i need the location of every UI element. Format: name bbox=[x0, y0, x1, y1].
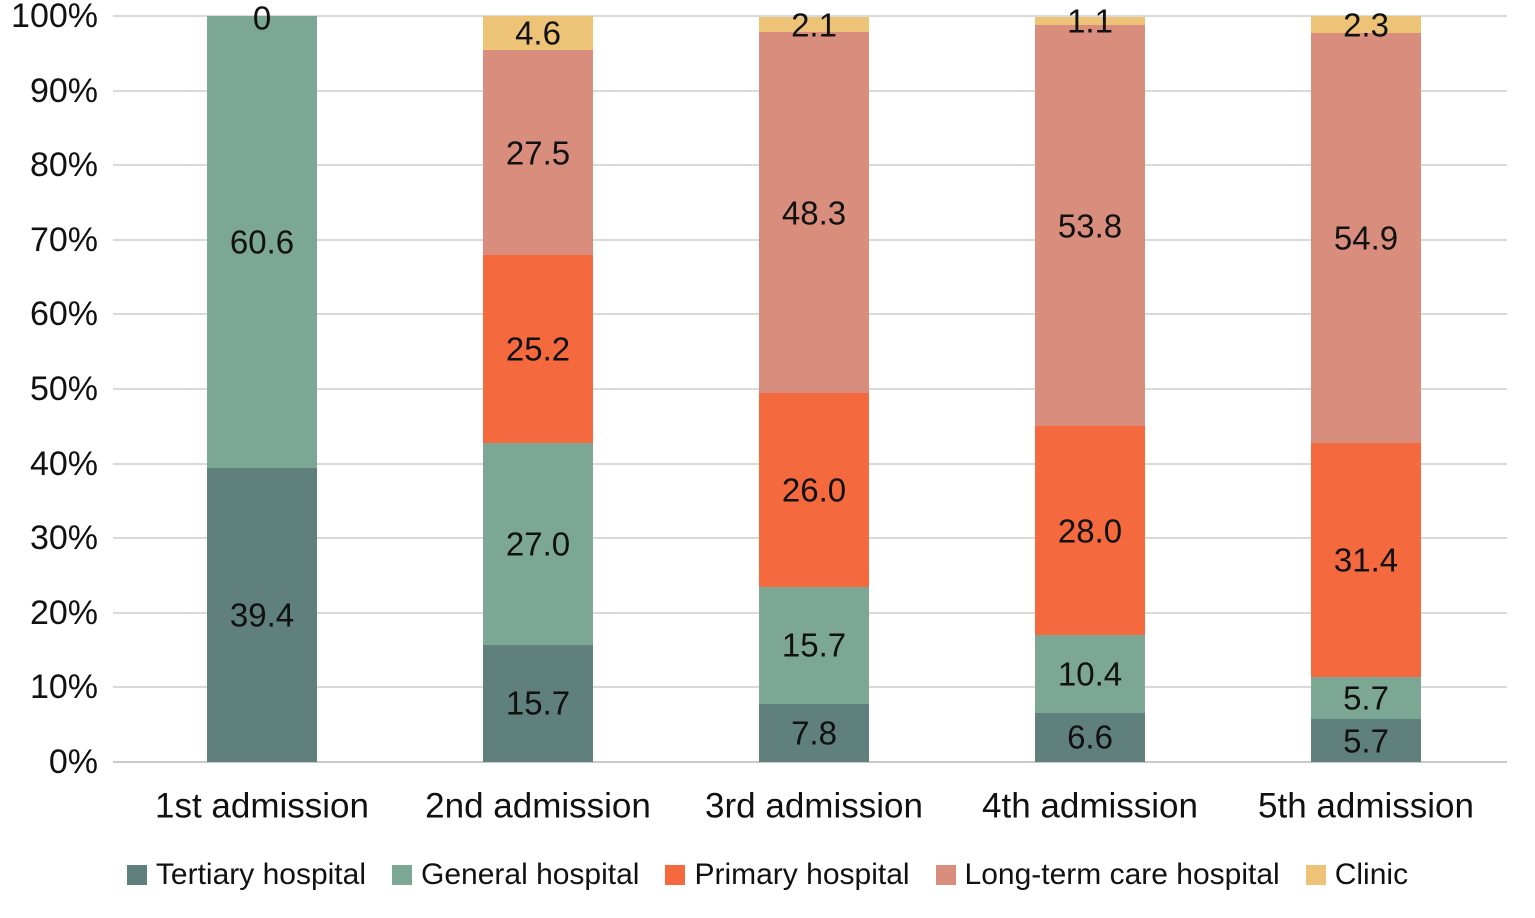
segment-label: 6.6 bbox=[1067, 718, 1113, 756]
bar-segment bbox=[207, 16, 317, 469]
segment-label: 15.7 bbox=[781, 626, 847, 664]
segment-label: 27.0 bbox=[505, 525, 571, 563]
segment-label: 10.4 bbox=[1057, 655, 1123, 693]
bar-segment bbox=[759, 16, 869, 33]
bar-segment bbox=[1311, 719, 1421, 762]
segment-label: 2.1 bbox=[791, 6, 837, 44]
segment-label: 2.3 bbox=[1343, 6, 1389, 44]
legend-swatch bbox=[935, 865, 956, 885]
x-category-label: 2nd admission bbox=[425, 786, 651, 826]
y-tick-label: 100% bbox=[11, 0, 98, 35]
y-tick-label: 60% bbox=[29, 295, 98, 334]
y-tick-label: 80% bbox=[29, 146, 98, 185]
legend-item: General hospital bbox=[392, 860, 639, 890]
bar-segment bbox=[1311, 442, 1421, 677]
x-axis-line bbox=[113, 761, 1507, 763]
segment-label: 15.7 bbox=[505, 684, 571, 722]
bar-segment bbox=[759, 586, 869, 704]
segment-label: 1.1 bbox=[1067, 2, 1113, 40]
legend-label: General hospital bbox=[421, 858, 640, 891]
segment-label: 5.7 bbox=[1343, 679, 1389, 717]
legend: Tertiary hospital General hospital Primary… bbox=[0, 852, 1535, 898]
segment-label: 26.0 bbox=[781, 471, 847, 509]
legend-swatch bbox=[392, 865, 412, 885]
bar-segment bbox=[483, 16, 593, 51]
segment-label: 54.9 bbox=[1333, 219, 1399, 257]
legend-swatch bbox=[126, 865, 147, 885]
legend-item: Long-term care hospital bbox=[935, 858, 1280, 891]
segment-label: 60.6 bbox=[229, 223, 295, 261]
bar-segment bbox=[1035, 712, 1145, 762]
bar-segment bbox=[1035, 635, 1145, 713]
legend-label: Primary hospital bbox=[694, 858, 910, 891]
gridline bbox=[113, 15, 1507, 17]
y-tick-label: 50% bbox=[29, 370, 98, 408]
legend-swatch bbox=[665, 865, 686, 885]
segment-label: 27.5 bbox=[505, 134, 571, 172]
y-tick-label: 0% bbox=[48, 743, 98, 781]
segment-label: 31.4 bbox=[1333, 541, 1399, 579]
y-tick-label: 40% bbox=[29, 444, 98, 483]
bar-segment bbox=[483, 644, 593, 762]
legend-item: Primary hospital bbox=[665, 858, 910, 891]
bar-segment bbox=[1035, 426, 1145, 636]
bar-segment bbox=[759, 32, 869, 393]
bar-segment bbox=[1311, 33, 1421, 443]
bar-segment bbox=[207, 468, 317, 762]
x-category-label: 1st admission bbox=[155, 786, 369, 826]
segment-label: 48.3 bbox=[781, 194, 847, 232]
bar-segment bbox=[483, 255, 593, 444]
x-category-label: 3rd admission bbox=[705, 786, 923, 826]
legend-item: Tertiary hospital bbox=[126, 858, 366, 891]
x-category-label: 5th admission bbox=[1258, 786, 1474, 826]
legend-item: Clinic bbox=[1305, 858, 1409, 891]
bar-segment bbox=[483, 50, 593, 256]
legend-label: Tertiary hospital bbox=[155, 858, 366, 891]
bar-segment bbox=[759, 392, 869, 587]
segment-label: 25.2 bbox=[505, 330, 571, 368]
bar-segment bbox=[759, 703, 869, 762]
segment-label: 5.7 bbox=[1343, 722, 1389, 760]
bar-segment bbox=[1311, 16, 1421, 34]
y-tick-label: 90% bbox=[29, 71, 98, 110]
bar-segment bbox=[1035, 16, 1145, 25]
x-category-label: 4th admission bbox=[982, 786, 1198, 826]
bar-segment bbox=[1035, 24, 1145, 427]
segment-label: 7.8 bbox=[791, 714, 837, 752]
bar-segment bbox=[1311, 676, 1421, 720]
y-tick-label: 20% bbox=[29, 593, 98, 632]
zero-value-label: 0 bbox=[252, 0, 272, 37]
legend-label: Clinic bbox=[1334, 858, 1409, 891]
y-tick-label: 30% bbox=[29, 519, 98, 558]
y-tick-label: 10% bbox=[29, 668, 98, 707]
legend-label: Long-term care hospital bbox=[964, 858, 1280, 891]
segment-label: 39.4 bbox=[229, 596, 295, 634]
segment-label: 53.8 bbox=[1057, 207, 1123, 245]
bar-segment bbox=[483, 443, 593, 645]
segment-label: 28.0 bbox=[1057, 512, 1123, 550]
legend-swatch bbox=[1305, 865, 1326, 885]
segment-label: 4.6 bbox=[515, 14, 561, 52]
y-tick-label: 70% bbox=[29, 220, 98, 259]
